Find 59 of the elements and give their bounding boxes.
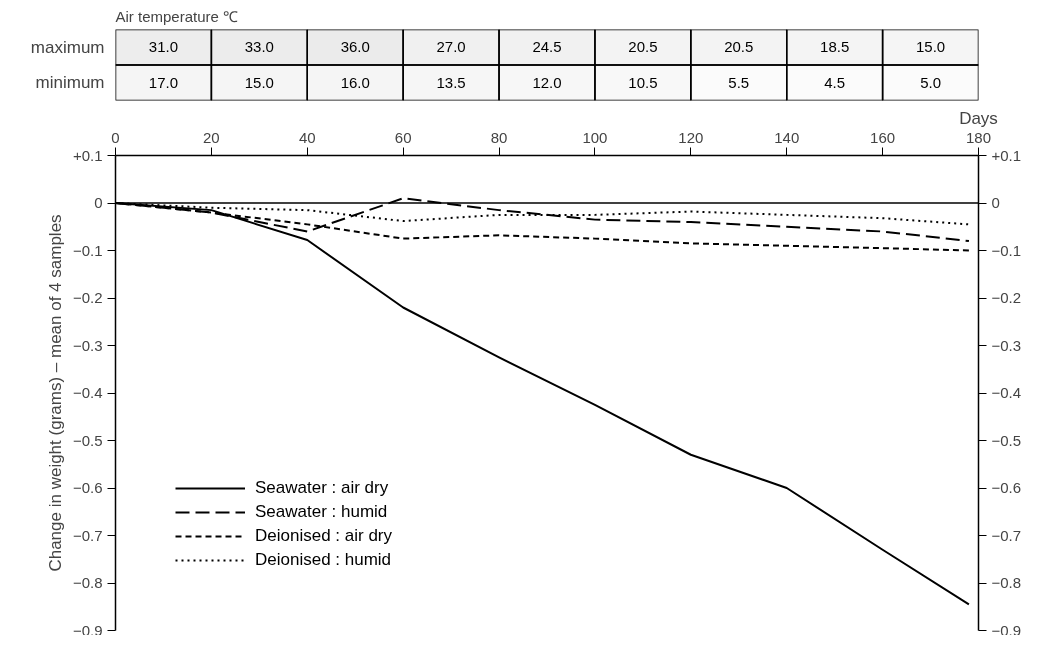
x-tick-label: 160 (870, 128, 896, 146)
data-label: 5.0 (920, 73, 941, 91)
y-tick-label: −0.2 (72, 289, 103, 306)
y-tick-label: −0.4 (72, 384, 103, 401)
y-tick-label: −0.6 (72, 479, 103, 496)
y2-tick-label: −0.3 (991, 336, 1022, 354)
y-axis-title: Change in weight (grams) – mean of 4 samples (45, 214, 65, 572)
y2-tick-label: −0.2 (991, 289, 1022, 306)
y2-tick-label: 0 (991, 194, 1000, 211)
y-tick-label: maximum (30, 37, 105, 57)
x-tick-label: 0 (111, 128, 120, 146)
data-label: 16.0 (340, 73, 370, 91)
chart-title: Air temperature ℃ (115, 7, 239, 25)
y2-tick-label: −0.4 (991, 384, 1022, 401)
data-label: 5.5 (728, 73, 750, 91)
data-label: 17.0 (148, 73, 179, 91)
y-tick-label: −0.7 (72, 526, 103, 544)
y-tick-label: −0.5 (72, 431, 103, 449)
data-label: 27.0 (436, 38, 466, 56)
x-tick-label: 40 (298, 128, 316, 146)
y2-tick-label: −0.1 (991, 241, 1022, 259)
data-label: 10.5 (628, 73, 658, 91)
data-label: 20.5 (628, 38, 658, 56)
y-tick-label: −0.9 (72, 621, 103, 639)
x-tick-label: 20 (203, 128, 220, 146)
y2-tick-label: −0.9 (991, 621, 1022, 639)
data-label: 15.0 (244, 73, 274, 91)
data-label: 13.5 (436, 73, 466, 91)
data-label: 31.0 (148, 38, 179, 56)
data-label: 15.0 (915, 38, 946, 56)
x-tick-label: 80 (490, 128, 508, 146)
data-label: 4.5 (824, 73, 846, 91)
y-tick-label: −0.8 (72, 574, 103, 591)
x-tick-label: 100 (582, 128, 608, 146)
legend-label: Seawater : air dry (255, 478, 389, 498)
data-label: 33.0 (244, 38, 274, 56)
y-tick-label: minimum (35, 73, 105, 93)
x-tick-label: 180 (965, 128, 992, 146)
data-label: 20.5 (724, 38, 754, 56)
y-tick-label: 0 (94, 194, 103, 211)
y-tick-label: +0.1 (72, 146, 103, 164)
x-axis-title: Days (959, 108, 998, 128)
data-label: 36.0 (340, 38, 370, 56)
x-tick-label: 60 (394, 128, 412, 146)
legend-label: Deionised : air dry (255, 526, 393, 546)
data-label: 24.5 (532, 38, 562, 56)
x-tick-label: 120 (678, 128, 704, 146)
legend-label: Deionised : humid (255, 550, 392, 570)
y-tick-label: −0.1 (72, 241, 103, 259)
x-tick-label: 140 (774, 128, 800, 146)
data-label: 12.0 (532, 73, 562, 91)
y2-tick-label: −0.7 (991, 526, 1022, 544)
data-label: 18.5 (820, 38, 850, 56)
y2-tick-label: −0.8 (991, 574, 1022, 591)
y2-tick-label: −0.5 (991, 431, 1022, 449)
y2-tick-label: −0.6 (991, 479, 1022, 496)
y-tick-label: −0.3 (72, 336, 103, 354)
y2-tick-label: +0.1 (991, 146, 1022, 164)
legend-label: Seawater : humid (255, 502, 388, 522)
